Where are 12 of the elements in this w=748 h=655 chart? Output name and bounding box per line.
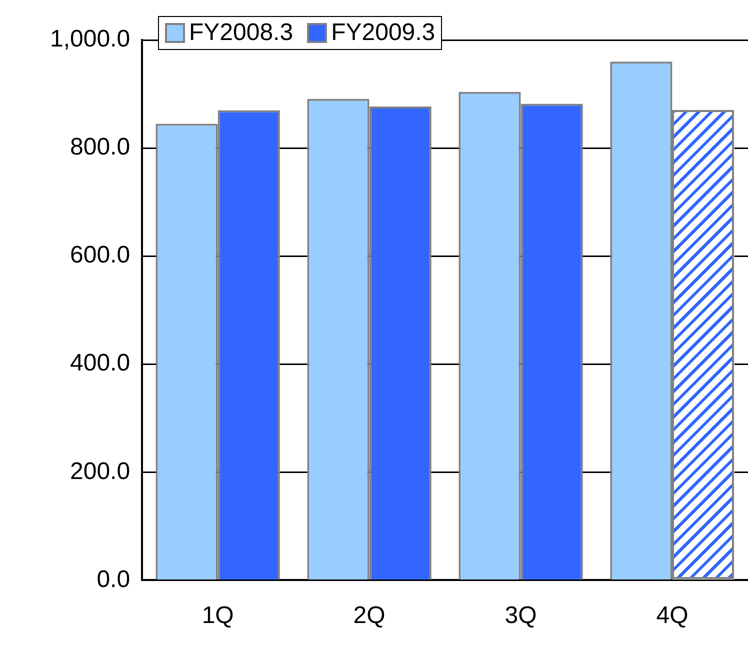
text: FY2008.3 — [188, 19, 294, 47]
x-tick-label: 3Q — [504, 602, 537, 630]
x-tick-label: 4Q — [656, 602, 688, 630]
y-tick-label: 200.0 — [70, 458, 130, 485]
x-tick-label: 2Q — [353, 602, 386, 630]
y-tick-label: 600.0 — [70, 242, 130, 269]
x-tick-label: 1Q — [202, 602, 234, 630]
y-tick-label: 0.0 — [96, 566, 130, 593]
y-tick-label: 800.0 — [70, 134, 130, 161]
y-tick-label: 400.0 — [70, 350, 130, 377]
y-tick-label: 1,000.0 — [50, 26, 130, 53]
legend-label: FY2009.3 — [330, 19, 436, 47]
